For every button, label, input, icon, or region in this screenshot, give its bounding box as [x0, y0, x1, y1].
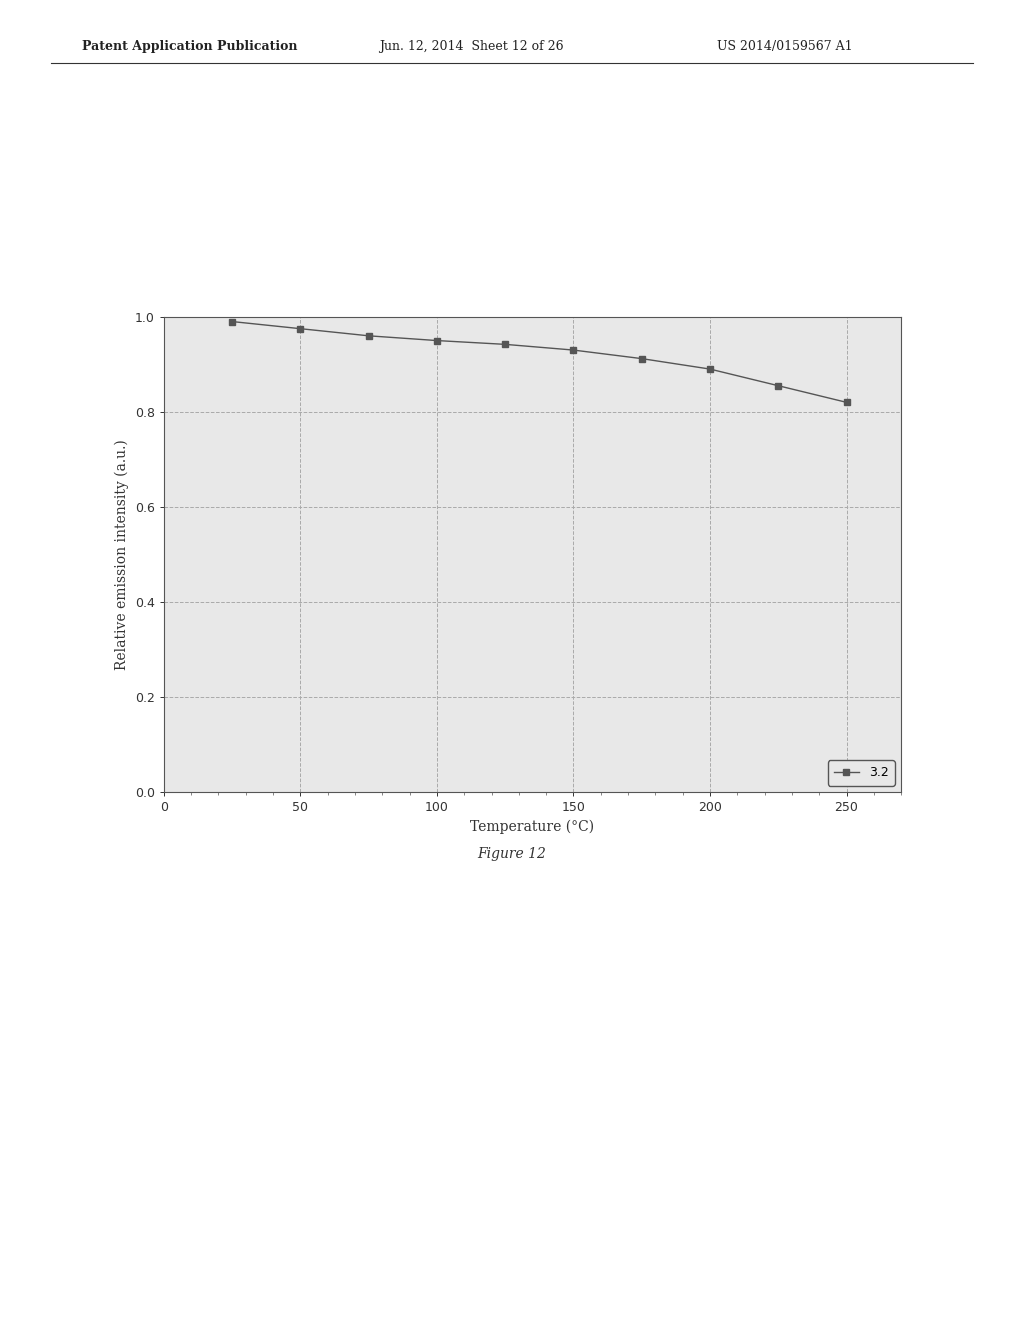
Text: Jun. 12, 2014  Sheet 12 of 26: Jun. 12, 2014 Sheet 12 of 26: [379, 40, 563, 53]
Y-axis label: Relative emission intensity (a.u.): Relative emission intensity (a.u.): [115, 440, 129, 669]
3.2: [499, 337, 511, 352]
Text: US 2014/0159567 A1: US 2014/0159567 A1: [717, 40, 852, 53]
3.2: [841, 395, 853, 411]
3.2: [226, 314, 239, 330]
Text: Figure 12: Figure 12: [477, 847, 547, 861]
3.2: [703, 362, 716, 378]
3.2: [772, 378, 784, 393]
3.2: [636, 351, 648, 367]
3.2: [362, 327, 375, 343]
Text: Patent Application Publication: Patent Application Publication: [82, 40, 297, 53]
3.2: [431, 333, 443, 348]
3.2: [294, 321, 306, 337]
Line: 3.2: 3.2: [228, 318, 850, 405]
X-axis label: Temperature (°C): Temperature (°C): [470, 820, 595, 834]
3.2: [567, 342, 580, 358]
Legend: 3.2: 3.2: [827, 760, 895, 785]
